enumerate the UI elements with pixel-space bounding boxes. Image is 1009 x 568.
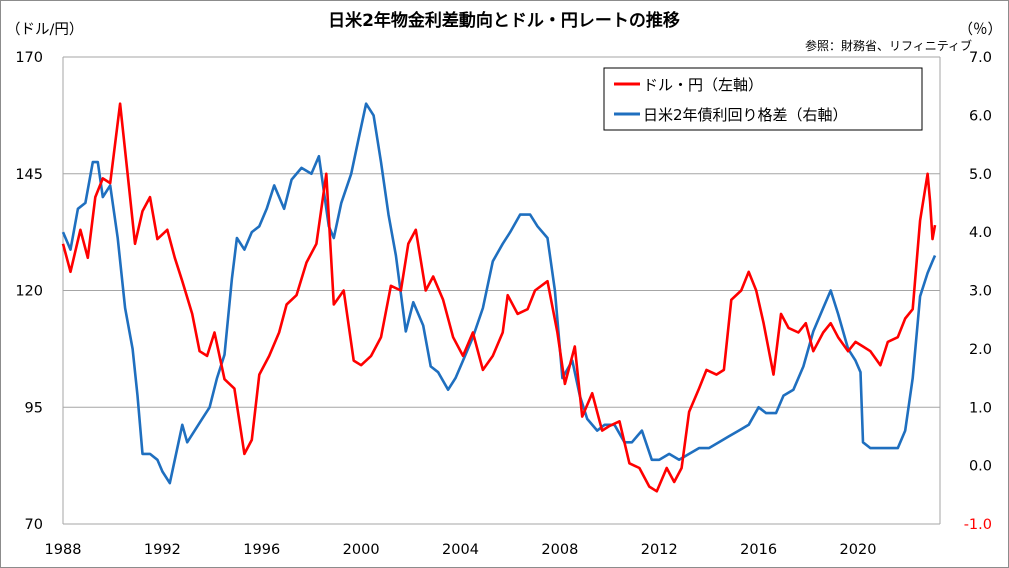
left-axis-ticks: 170 145 120 95 70 bbox=[15, 50, 43, 533]
left-tick-label: 95 bbox=[25, 400, 43, 416]
x-tick-label: 1996 bbox=[243, 542, 280, 558]
series-line-dollar-yen bbox=[61, 102, 937, 493]
x-tick-label: 1988 bbox=[45, 542, 82, 558]
right-tick-label: 0.0 bbox=[969, 459, 992, 475]
right-axis-unit: （％） bbox=[959, 21, 1003, 38]
x-axis-ticks: 1988 1992 1996 2000 2004 2008 2012 2016 2020 bbox=[45, 542, 877, 558]
right-tick-label: 1.0 bbox=[969, 400, 992, 416]
x-tick-label: 2012 bbox=[641, 542, 678, 558]
right-axis-ticks: 7.0 6.0 5.0 4.0 3.0 2.0 1.0 0.0 -1.0 bbox=[964, 50, 992, 533]
left-tick-label: 120 bbox=[15, 284, 43, 300]
series-line-yield-spread bbox=[61, 102, 937, 485]
x-tick-label: 2004 bbox=[442, 542, 479, 558]
series-lines bbox=[61, 102, 937, 493]
left-tick-label: 170 bbox=[15, 50, 43, 66]
left-axis-unit: （ドル/円） bbox=[6, 21, 83, 38]
legend: ドル・円（左軸） 日米2年債利回り格差（右軸） bbox=[603, 67, 923, 131]
legend-label-dollar-yen: ドル・円（左軸） bbox=[643, 76, 763, 94]
right-tick-label: 2.0 bbox=[969, 342, 992, 358]
legend-label-yield-spread: 日米2年債利回り格差（右軸） bbox=[643, 106, 848, 124]
legend-box bbox=[603, 67, 923, 131]
chart-title: 日米2年物金利差動向とドル・円レートの推移 bbox=[328, 10, 680, 31]
right-tick-label: 4.0 bbox=[969, 225, 992, 241]
x-tick-label: 2000 bbox=[343, 542, 380, 558]
x-tick-label: 2020 bbox=[840, 542, 877, 558]
left-tick-label: 145 bbox=[15, 167, 43, 183]
right-tick-label: 6.0 bbox=[969, 108, 992, 124]
right-tick-label: 7.0 bbox=[969, 50, 992, 66]
left-tick-label: 70 bbox=[25, 517, 43, 533]
x-tick-label: 2008 bbox=[541, 542, 578, 558]
right-tick-label: 5.0 bbox=[969, 167, 992, 183]
right-tick-label: 3.0 bbox=[969, 284, 992, 300]
right-tick-label: -1.0 bbox=[964, 517, 992, 533]
x-tick-label: 2016 bbox=[740, 542, 777, 558]
chart-source: 参照：財務省、リフィニティブ bbox=[805, 38, 972, 53]
gridlines bbox=[62, 56, 941, 525]
x-tick-label: 1992 bbox=[144, 542, 181, 558]
